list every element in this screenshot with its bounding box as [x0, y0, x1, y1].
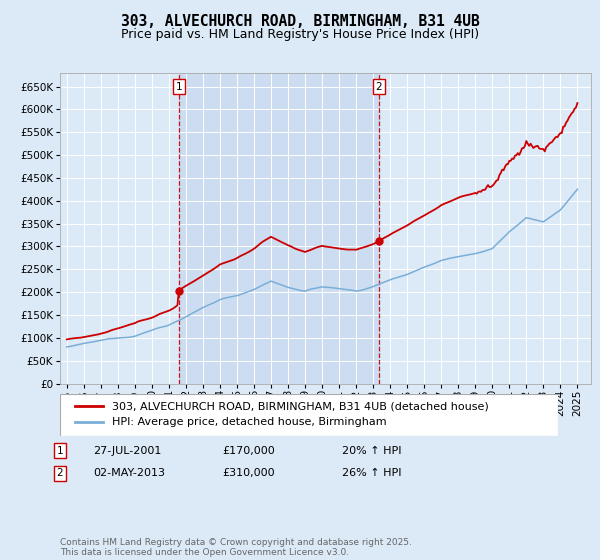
Bar [179, 73, 379, 384]
Legend: 303, ALVECHURCH ROAD, BIRMINGHAM, B31 4UB (detached house), HPI: Average price, : 303, ALVECHURCH ROAD, BIRMINGHAM, B31 4U… [71, 398, 493, 432]
FancyBboxPatch shape [60, 394, 558, 436]
Text: Price paid vs. HM Land Registry's House Price Index (HPI): Price paid vs. HM Land Registry's House … [121, 28, 479, 41]
Text: 26% ↑ HPI: 26% ↑ HPI [342, 468, 401, 478]
Text: 2: 2 [376, 82, 382, 91]
Text: 02-MAY-2013: 02-MAY-2013 [93, 468, 165, 478]
Text: 1: 1 [175, 82, 182, 91]
Text: £310,000: £310,000 [222, 468, 275, 478]
Text: 20% ↑ HPI: 20% ↑ HPI [342, 446, 401, 456]
Text: £170,000: £170,000 [222, 446, 275, 456]
Text: Contains HM Land Registry data © Crown copyright and database right 2025.
This d: Contains HM Land Registry data © Crown c… [60, 538, 412, 557]
Text: 303, ALVECHURCH ROAD, BIRMINGHAM, B31 4UB: 303, ALVECHURCH ROAD, BIRMINGHAM, B31 4U… [121, 14, 479, 29]
Text: 27-JUL-2001: 27-JUL-2001 [93, 446, 161, 456]
Text: 2: 2 [56, 468, 64, 478]
Text: 1: 1 [56, 446, 64, 456]
